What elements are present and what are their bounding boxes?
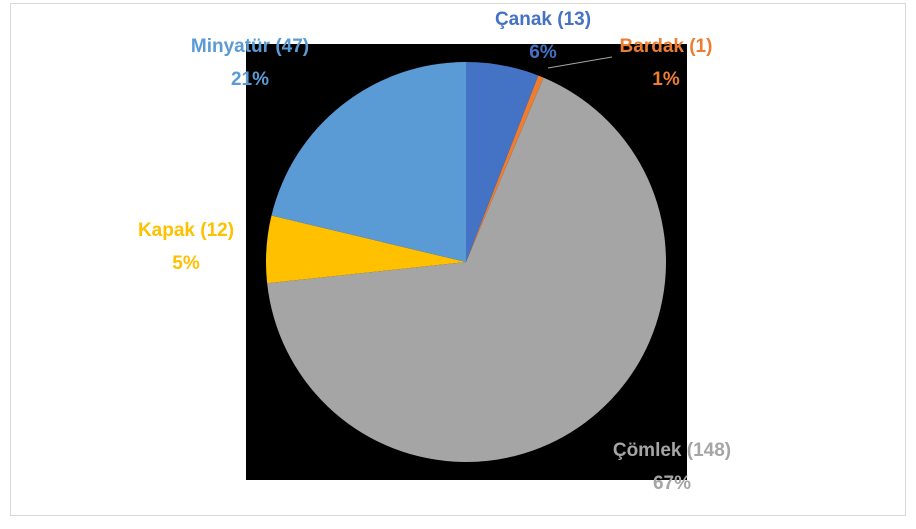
slice-percent: 21% [231, 69, 269, 90]
slice-label: Çömlek (148) [613, 440, 731, 461]
pie-slice [466, 75, 544, 262]
slice-percent: 67% [653, 473, 691, 494]
slice-label: Bardak (1) [620, 36, 713, 57]
slice-label: Çanak (13) [495, 9, 591, 30]
pie-slice [265, 215, 466, 284]
pie-slice [267, 77, 666, 463]
pie-slice [466, 62, 539, 262]
pie-slice [271, 62, 466, 262]
slice-percent: 6% [529, 42, 557, 63]
slice-label: Kapak (12) [138, 220, 234, 241]
slice-percent: 1% [652, 69, 680, 90]
leader-line [547, 56, 613, 69]
slice-percent: 5% [172, 253, 200, 274]
slice-label: Minyatür (47) [191, 36, 309, 57]
